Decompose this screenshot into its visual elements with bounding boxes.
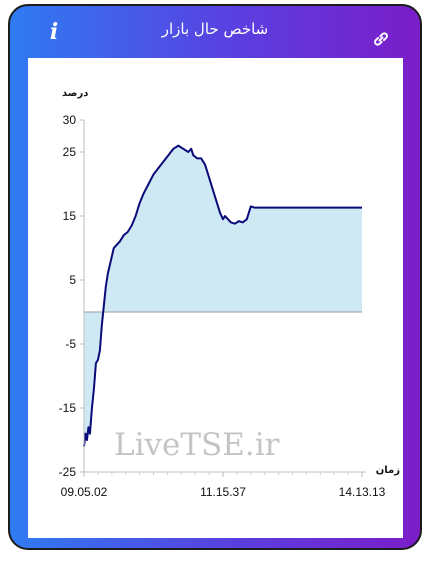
x-tick-label: 11.15.37 [200,485,246,499]
series-line [83,144,362,447]
market-status-card: i شاخص حال بازار 30 25 15 5 -5 -15 -25 09.05.02… [8,4,422,550]
link-icon[interactable] [372,30,390,48]
y-tick-label: -25 [59,465,77,479]
card-header: i شاخص حال بازار [10,6,420,58]
y-tick-label: 30 [63,113,77,127]
x-axis-title: زمان [376,465,400,476]
card-title: شاخص حال بازار [161,20,269,38]
y-tick-label: 5 [69,273,76,287]
area-fill [84,145,362,447]
x-tick-label: 09.05.02 [61,485,108,499]
y-tick-label: -5 [65,337,76,351]
x-tick-label: 14.13.13 [339,485,386,499]
y-tick-label: -15 [59,401,77,415]
y-tick-label: 15 [63,209,77,223]
info-icon[interactable]: i [49,19,59,45]
y-tick-label: 25 [63,145,77,159]
y-axis-title: درصد [62,88,88,99]
chart-panel: 30 25 15 5 -5 -15 -25 09.05.02 11.15.37 14.13.13 د… [28,58,403,538]
watermark-text: LiveTSE.ir [114,427,280,463]
market-index-chart: 30 25 15 5 -5 -15 -25 09.05.02 11.15.37 14.13.13 د… [59,88,401,499]
